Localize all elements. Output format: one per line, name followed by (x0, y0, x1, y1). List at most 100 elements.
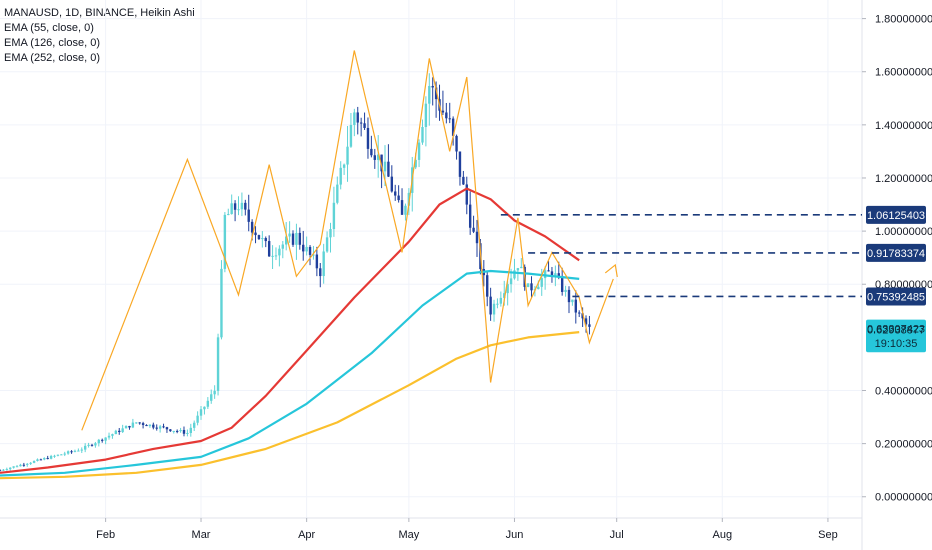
candle-body (274, 255, 278, 257)
candle-body (499, 297, 503, 304)
candle-body (97, 439, 101, 444)
candle-body (530, 283, 533, 291)
candle-body (131, 422, 135, 428)
candle-body (543, 270, 547, 279)
candle-body (203, 406, 206, 410)
y-tick-label: 0.40000000 (875, 385, 932, 397)
candle-body (578, 312, 581, 314)
candle-body (455, 135, 458, 152)
y-tick-label: 1.60000000 (875, 67, 932, 79)
x-tick-label: Aug (713, 529, 733, 541)
candle-body (547, 270, 550, 272)
candle-body (43, 458, 46, 460)
candle-body (492, 303, 496, 315)
y-tick-label: 1.00000000 (875, 226, 932, 238)
chart-legend: MANAUSD, 1D, BINANCE, Heikin Ashi EMA (5… (4, 6, 195, 66)
candle-body (567, 289, 571, 303)
candle-body (250, 221, 254, 233)
ema-126-line[interactable] (0, 269, 580, 477)
candle-body (189, 427, 192, 433)
candle-body (135, 422, 138, 424)
candle-body (264, 238, 267, 242)
x-tick-label: Feb (96, 529, 115, 541)
candle-body (247, 209, 250, 222)
zigzag-line[interactable] (81, 50, 614, 431)
candle-body (431, 85, 434, 88)
candle-body (342, 164, 346, 168)
time-axis: Feb Mar Apr May Jun Jul Aug Sep (0, 517, 862, 541)
y-tick-label: 0.00000000 (875, 492, 932, 504)
candle-body (60, 454, 63, 456)
candle-body (216, 337, 220, 391)
candle-body (298, 232, 302, 245)
candle-body (407, 192, 411, 206)
legend-ema-55[interactable]: EMA (55, close, 0) (4, 22, 94, 34)
candle-body (227, 214, 230, 216)
candle-body (267, 241, 271, 257)
legend-ema-252[interactable]: EMA (252, close, 0) (4, 52, 100, 64)
candle-body (445, 112, 448, 119)
candle-body (506, 284, 509, 294)
candle-body (49, 455, 53, 459)
candle-body (387, 161, 390, 177)
candle-body (475, 231, 479, 244)
candle-body (104, 437, 107, 441)
candle-body (223, 214, 227, 269)
candle-body (118, 430, 121, 433)
candle-body (468, 204, 472, 228)
candle-body (465, 184, 468, 205)
candle-body (339, 167, 342, 185)
ema-55-line[interactable] (0, 187, 580, 474)
candle-body (12, 466, 15, 468)
ema-252-line[interactable] (0, 331, 580, 480)
candle-body (2, 469, 5, 471)
candle-body (516, 268, 520, 271)
candle-body (32, 460, 36, 463)
candle-body (305, 246, 308, 252)
candle-body (278, 248, 281, 256)
candle-body (53, 455, 56, 457)
candle-body (421, 127, 424, 143)
level-badge-label: 0.75392485 (867, 291, 925, 303)
candle-body (370, 148, 373, 156)
candle-body (520, 266, 523, 269)
candle-body (349, 124, 353, 147)
price-axis: 0.000000000.200000000.400000000.80000000… (861, 0, 932, 550)
candle-body (101, 439, 104, 441)
candle-body (193, 422, 196, 428)
candle-body (39, 459, 43, 461)
candle-body (0, 470, 2, 472)
level-badge (866, 243, 926, 262)
candle-body (329, 229, 332, 238)
candle-body (152, 424, 155, 428)
current-price-badge (866, 319, 926, 353)
candle-body (557, 273, 560, 277)
y-tick-label: 0.20000000 (875, 439, 932, 451)
candle-body (428, 85, 431, 104)
candle-body (56, 454, 60, 456)
x-tick-label: Sep (818, 529, 838, 541)
x-tick-label: Jun (506, 529, 524, 541)
candle-body (291, 233, 295, 245)
x-tick-label: Apr (298, 529, 315, 541)
candle-body (19, 464, 22, 467)
candle-body (261, 238, 264, 240)
candle-body (513, 270, 516, 279)
candle-body (90, 444, 94, 446)
candle-body (554, 273, 557, 276)
candle-body (36, 459, 39, 461)
candle-body (363, 123, 366, 128)
candle-body (308, 246, 312, 255)
legend-symbol[interactable]: MANAUSD, 1D, BINANCE, Heikin Ashi (4, 7, 195, 19)
candle-body (325, 237, 329, 252)
candle-body (175, 430, 179, 432)
candle-body (397, 195, 400, 201)
legend-ema-126[interactable]: EMA (126, close, 0) (4, 37, 100, 49)
candle-body (376, 154, 380, 160)
candle-body (169, 429, 172, 432)
candle-body (302, 244, 305, 252)
candle-body (182, 429, 186, 434)
candle-body (87, 444, 90, 446)
candle-body (128, 425, 131, 428)
